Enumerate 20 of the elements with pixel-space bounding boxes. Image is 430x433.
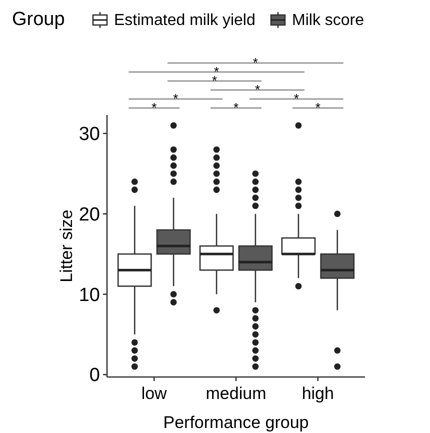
y-tick-label: 20 (78, 204, 100, 226)
y-tick-label: 10 (78, 284, 100, 306)
text: * (152, 100, 157, 115)
x-tick-label: high (302, 384, 334, 403)
text: * (173, 91, 178, 106)
text: * (252, 55, 258, 70)
x-axis-title: Performance group (163, 413, 309, 432)
text: * (294, 91, 299, 106)
text: * (233, 100, 239, 115)
y-tick-label: 0 (89, 365, 100, 386)
text: * (315, 100, 320, 115)
text: * (254, 82, 260, 97)
text: * (212, 73, 218, 88)
y-axis-title: Litter size (57, 210, 76, 282)
legend-label: Estimated milk yield (114, 12, 256, 29)
legend-title: Group (12, 9, 65, 30)
legend-label: Milk score (292, 12, 364, 29)
x-tick-label: medium (206, 384, 266, 403)
x-tick-label: low (141, 384, 168, 403)
y-tick-label: 30 (78, 124, 100, 146)
